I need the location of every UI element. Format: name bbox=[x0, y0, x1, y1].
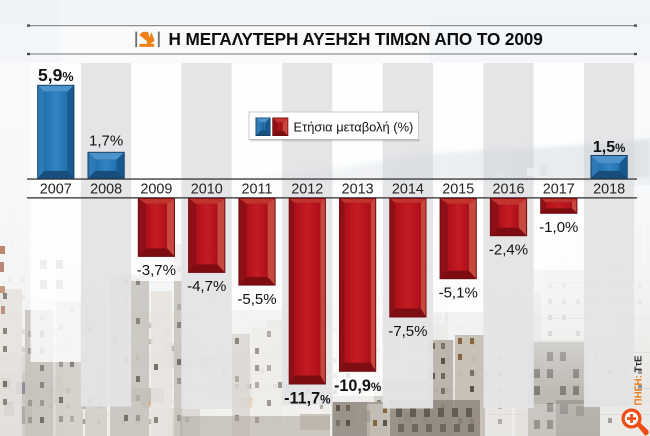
svg-text:2012: 2012 bbox=[291, 181, 323, 197]
svg-text:2016: 2016 bbox=[492, 181, 524, 197]
svg-text:2011: 2011 bbox=[242, 181, 273, 197]
svg-text:2013: 2013 bbox=[342, 181, 374, 197]
svg-text:5,9%: 5,9% bbox=[38, 65, 74, 85]
svg-text:Ετήσια μεταβολή (%): Ετήσια μεταβολή (%) bbox=[294, 120, 414, 135]
svg-text:2017: 2017 bbox=[543, 181, 575, 197]
svg-text:2010: 2010 bbox=[191, 181, 223, 197]
svg-text:2009: 2009 bbox=[140, 181, 172, 197]
svg-text:2014: 2014 bbox=[392, 181, 424, 197]
svg-text:-3,7%: -3,7% bbox=[137, 262, 176, 279]
svg-text:1,7%: 1,7% bbox=[89, 132, 123, 149]
svg-text:1,5%: 1,5% bbox=[593, 139, 625, 156]
svg-text:-4,7%: -4,7% bbox=[187, 278, 226, 295]
svg-text:2007: 2007 bbox=[40, 181, 72, 197]
svg-text:Η ΜΕΓΑΛΥΤΕΡΗ ΑΥΞΗΣΗ ΤΙΜΩΝ ΑΠΟ: Η ΜΕΓΑΛΥΤΕΡΗ ΑΥΞΗΣΗ ΤΙΜΩΝ ΑΠΟ ΤΟ 2009 bbox=[169, 29, 543, 49]
svg-text:2008: 2008 bbox=[90, 181, 122, 197]
svg-text:ΠΗΓΗ: ΤτΕ: ΠΗΓΗ: ΤτΕ bbox=[634, 355, 645, 405]
svg-text:2018: 2018 bbox=[593, 181, 625, 197]
svg-text:2015: 2015 bbox=[442, 181, 474, 197]
svg-text:-7,5%: -7,5% bbox=[388, 323, 427, 340]
svg-text:-10,9%: -10,9% bbox=[334, 377, 382, 395]
svg-text:-5,5%: -5,5% bbox=[237, 291, 276, 308]
svg-text:-5,1%: -5,1% bbox=[439, 285, 478, 302]
svg-text:-1,0%: -1,0% bbox=[539, 219, 578, 236]
svg-text:-11,7%: -11,7% bbox=[284, 390, 331, 408]
svg-text:-2,4%: -2,4% bbox=[489, 242, 528, 259]
